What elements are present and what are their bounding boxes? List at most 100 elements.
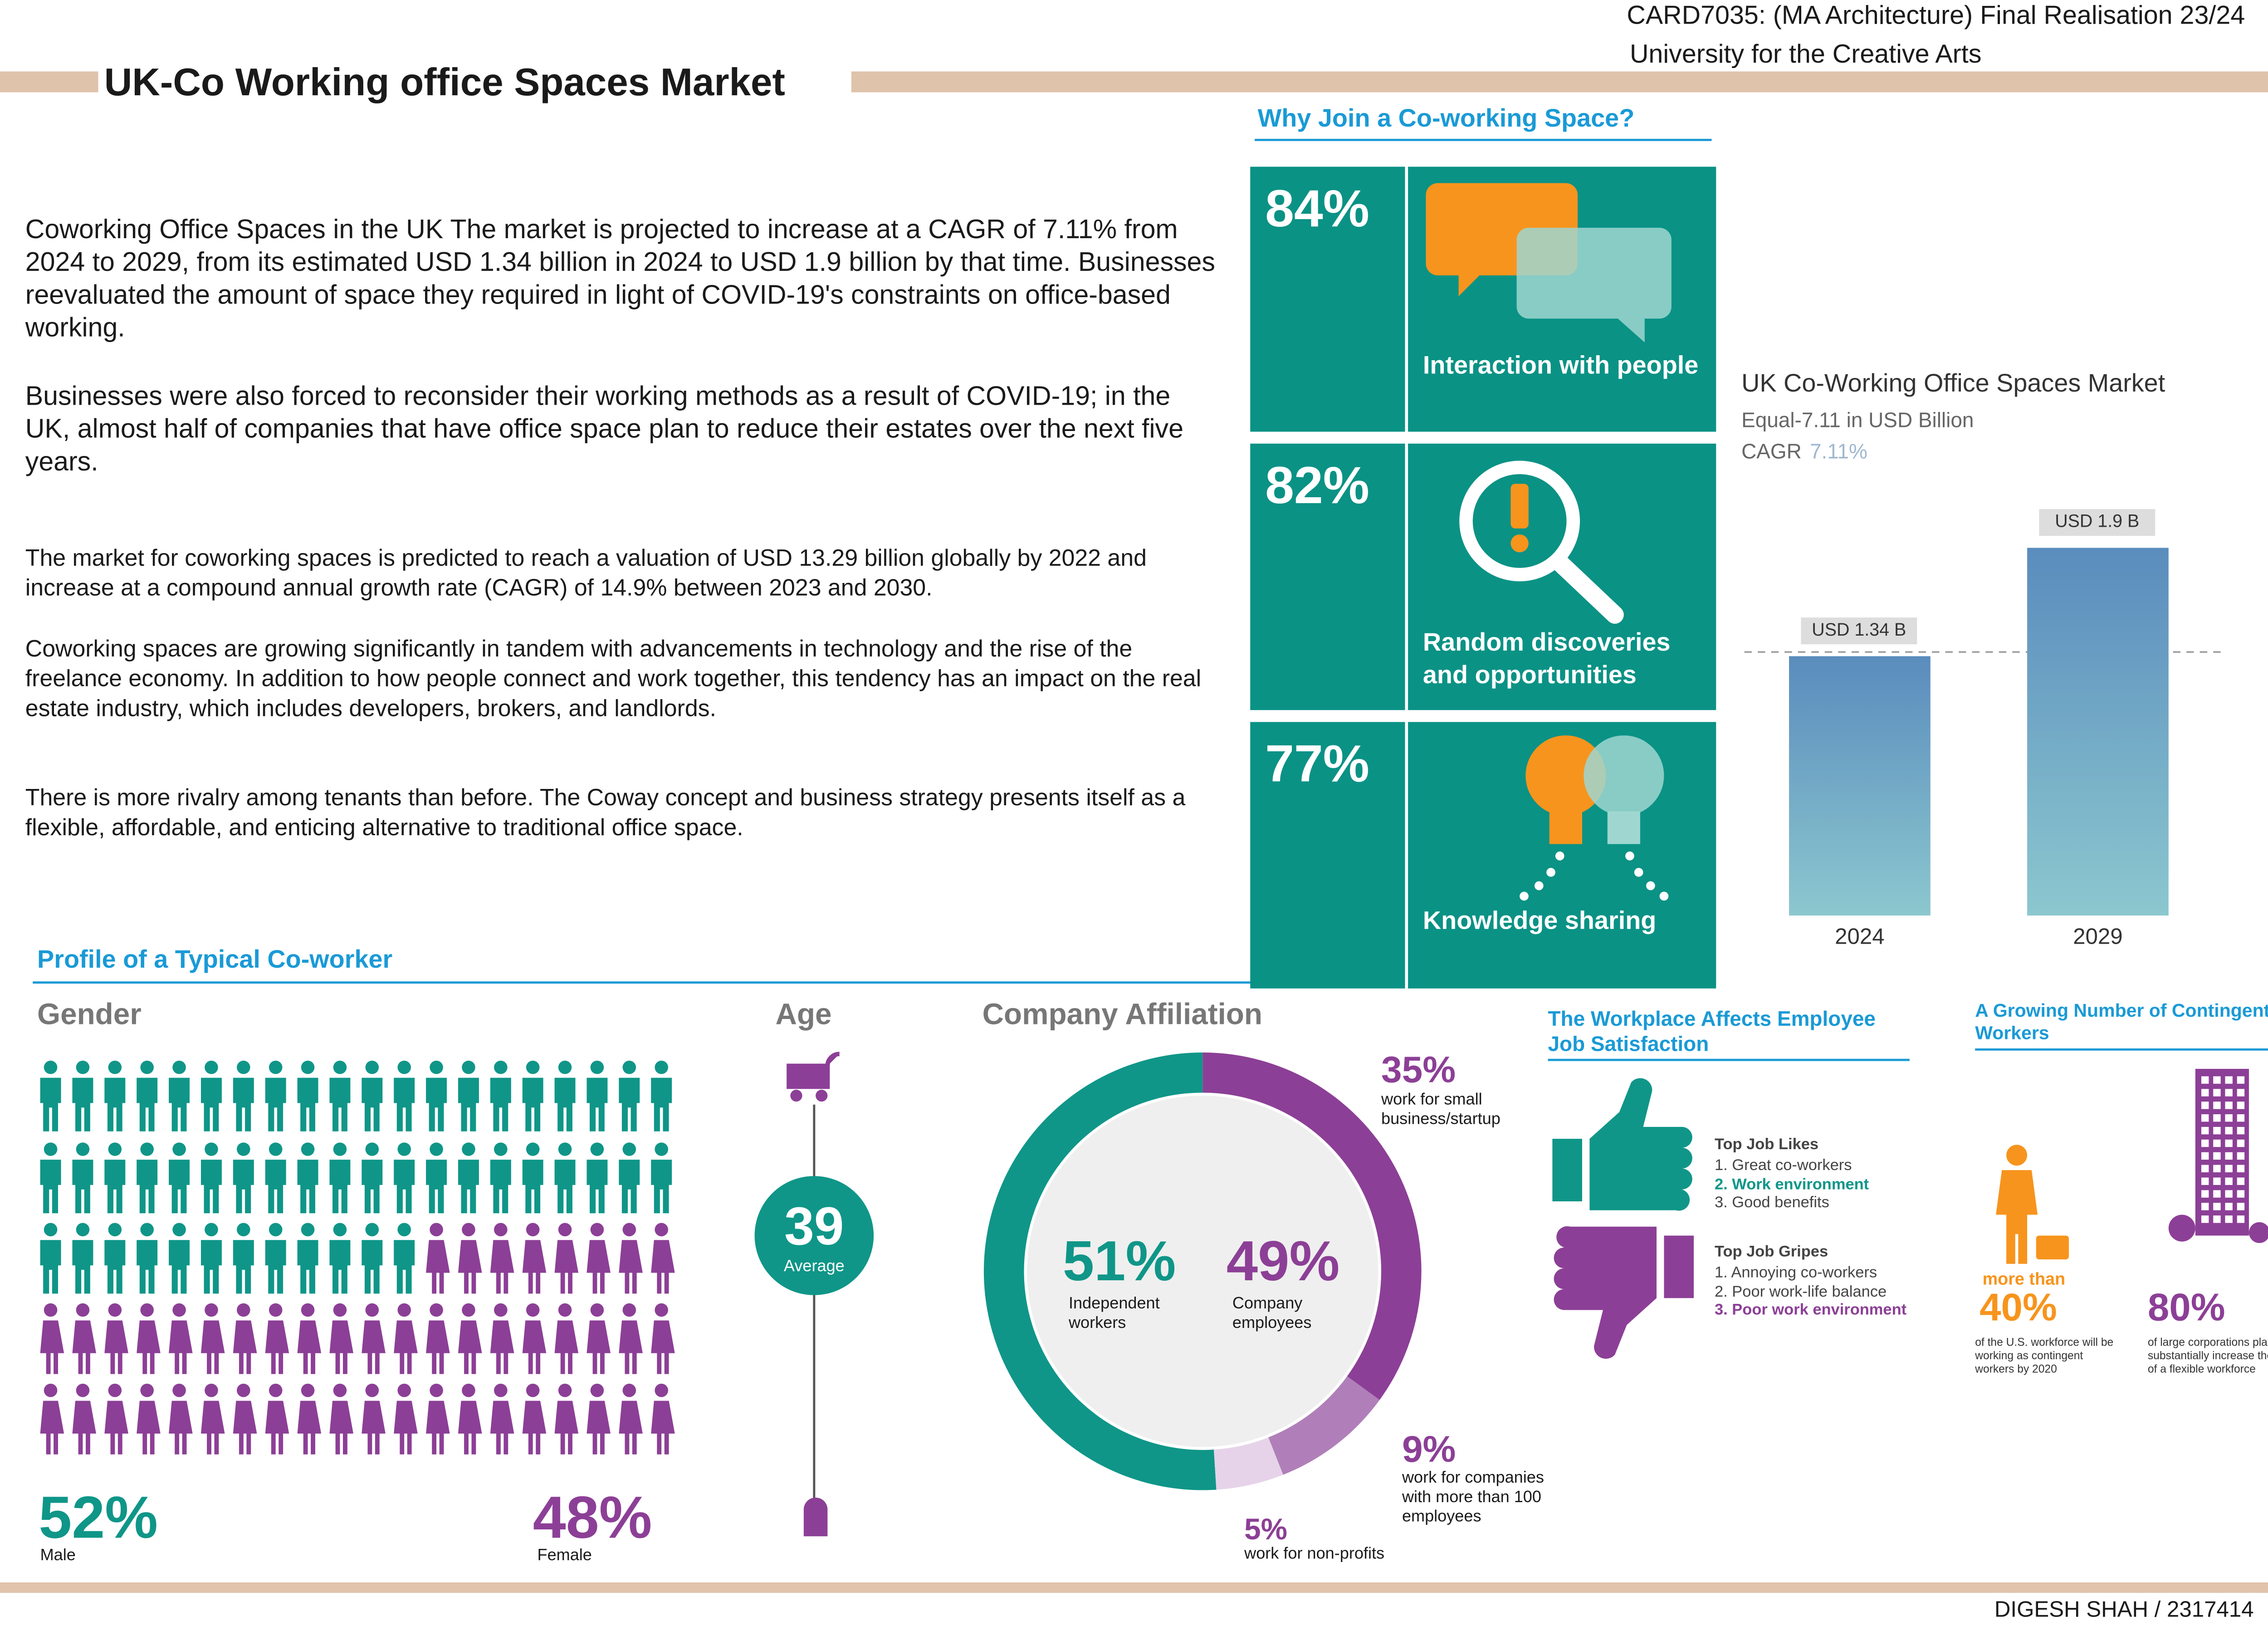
female-icon <box>554 1223 579 1294</box>
age-title: Age <box>775 999 832 1032</box>
icon-body <box>200 1240 222 1294</box>
male-percent: 52% <box>39 1485 158 1552</box>
icon-head <box>140 1223 154 1237</box>
icon-head <box>655 1142 668 1156</box>
male-icon <box>394 1223 415 1294</box>
stat-prefix: more than <box>1982 1271 2066 1289</box>
icon-body <box>137 1401 161 1455</box>
likes-title: Top Job Likes <box>1715 1136 1819 1154</box>
male-icon <box>169 1060 190 1131</box>
section-title: A Growing Number of Contingent Workers <box>1975 1000 2268 1044</box>
icon-body <box>394 1240 415 1294</box>
window <box>2237 1190 2245 1198</box>
female-icon <box>619 1303 643 1374</box>
male-icon <box>137 1223 158 1294</box>
icon-head <box>76 1383 90 1397</box>
icon-head <box>108 1142 122 1156</box>
window <box>2213 1126 2221 1135</box>
stat-label: Interaction with people <box>1422 351 1699 380</box>
icon-body <box>40 1401 64 1455</box>
icon-head <box>205 1303 218 1317</box>
footer-band <box>0 1582 2268 1593</box>
icon-body <box>362 1160 383 1214</box>
icon-head <box>655 1303 668 1317</box>
male-icon <box>137 1060 158 1131</box>
icon-body <box>619 1401 643 1455</box>
section-title: Profile of a Typical Co-worker <box>37 945 393 974</box>
icon-head <box>172 1303 186 1317</box>
male-icon <box>587 1060 608 1131</box>
icon-head <box>397 1060 411 1074</box>
icon-body <box>651 1077 672 1131</box>
icon-body <box>297 1320 322 1374</box>
icon-head <box>44 1223 58 1237</box>
icon-head <box>44 1142 58 1156</box>
building-windows <box>2201 1076 2245 1223</box>
value-label: USD 1.34 B <box>1812 619 1906 640</box>
icon-body <box>233 1160 254 1214</box>
male-icon <box>297 1060 318 1131</box>
icon-body <box>426 1320 450 1374</box>
tombstone-icon <box>803 1497 828 1537</box>
gripe-item: 2. Poor work-life balance <box>1715 1282 1887 1301</box>
icon-body <box>426 1077 447 1131</box>
icon-head <box>622 1142 636 1156</box>
window <box>2201 1190 2209 1198</box>
male-icon <box>522 1060 543 1131</box>
icon-head <box>237 1223 250 1237</box>
icon-head <box>430 1383 443 1397</box>
icon-body <box>587 1077 608 1131</box>
icon-body <box>522 1401 547 1455</box>
icon-head <box>494 1383 508 1397</box>
male-icon <box>522 1142 543 1214</box>
female-icon <box>297 1383 322 1455</box>
icon-body <box>265 1240 286 1294</box>
worker-icon <box>2006 1145 2028 1166</box>
category-label: 2029 <box>2073 924 2123 950</box>
female-icon <box>200 1303 225 1374</box>
icon-body <box>619 1320 643 1374</box>
independent-percent: 51% <box>1062 1231 1176 1294</box>
stat-percent: 82% <box>1265 457 1369 515</box>
icon-body <box>200 1320 225 1374</box>
icon-head <box>365 1060 379 1074</box>
gripes-title: Top Job Gripes <box>1715 1243 1828 1261</box>
icon-body <box>329 1160 351 1214</box>
female-label: Female <box>537 1547 592 1565</box>
icon-body <box>522 1240 547 1294</box>
briefcase-icon <box>2036 1235 2069 1259</box>
university-label: University for the Creative Arts <box>1629 39 1982 69</box>
icon-body <box>458 1320 482 1374</box>
icon-body <box>329 1077 351 1131</box>
male-icon <box>426 1060 447 1131</box>
window <box>2201 1165 2209 1172</box>
icon-head <box>301 1383 315 1397</box>
stat-percent: 84% <box>1265 180 1369 238</box>
male-icon <box>297 1223 318 1294</box>
icon-head <box>140 1060 154 1074</box>
window <box>2237 1102 2245 1109</box>
affiliation-title: Company Affiliation <box>982 999 1263 1032</box>
window <box>2225 1165 2233 1172</box>
icon-head <box>301 1303 315 1317</box>
male-icon <box>651 1060 672 1131</box>
female-icon <box>72 1383 96 1455</box>
icon-body <box>651 1160 672 1214</box>
icon-head <box>462 1060 475 1074</box>
icon-head <box>269 1060 283 1074</box>
female-icon <box>587 1383 611 1455</box>
section-title: Why Join a Co-working Space? <box>1257 104 1635 133</box>
magnifier-icon <box>1510 484 1529 529</box>
age-value: 39 <box>784 1195 844 1257</box>
icon-body <box>297 1160 318 1214</box>
bar <box>1789 656 1931 916</box>
female-icon <box>137 1303 161 1374</box>
icon-body <box>329 1240 351 1294</box>
icon-body <box>265 1160 286 1214</box>
like-item: 3. Good benefits <box>1715 1194 1829 1212</box>
icon-head <box>558 1060 572 1074</box>
male-icon <box>426 1142 447 1214</box>
female-icon <box>587 1223 611 1294</box>
icon-body <box>554 1240 579 1294</box>
icon-body <box>362 1240 383 1294</box>
